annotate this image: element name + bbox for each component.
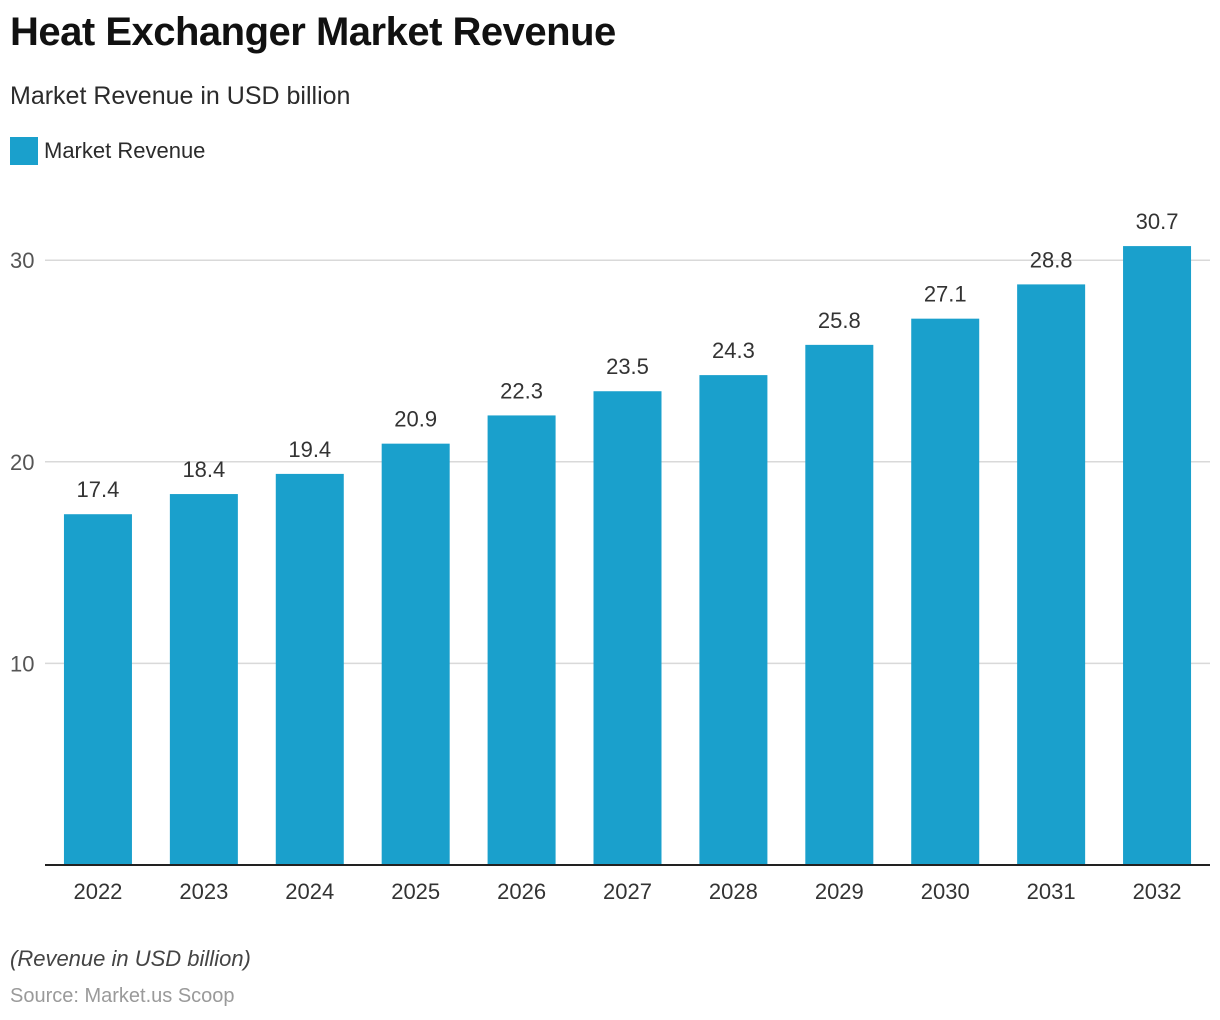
bar-2027: [593, 391, 662, 865]
bar-2026: [487, 415, 556, 865]
legend-label: Market Revenue: [44, 138, 206, 163]
x-tick-label: 2025: [391, 879, 440, 904]
bar-2025: [381, 443, 450, 865]
x-tick-label: 2027: [603, 879, 652, 904]
data-label: 30.7: [1136, 209, 1179, 234]
bar-2022: [63, 514, 132, 865]
x-tick-label: 2028: [709, 879, 758, 904]
data-label: 20.9: [394, 407, 437, 432]
data-labels: 17.4 18.4 19.4 20.9 22.3 23.5 24.3 25.8 27.1 28.8…: [77, 209, 1179, 502]
y-tick-label: 20: [10, 450, 34, 475]
bar-2030: [911, 318, 980, 865]
x-tick-label: 2032: [1133, 879, 1182, 904]
x-tick-label: 2030: [921, 879, 970, 904]
legend: Market Revenue: [10, 137, 205, 165]
x-tick-label: 2026: [497, 879, 546, 904]
bar-2024: [275, 473, 344, 865]
source-credit: Source: Market.us Scoop: [10, 985, 235, 1007]
data-label: 24.3: [712, 338, 755, 363]
x-tick-label: 2024: [285, 879, 334, 904]
chart-subtitle: Market Revenue in USD billion: [10, 82, 351, 110]
chart-title: Heat Exchanger Market Revenue: [10, 10, 616, 54]
y-tick-label: 30: [10, 248, 34, 273]
x-tick-label: 2023: [179, 879, 228, 904]
data-label: 28.8: [1030, 247, 1073, 272]
x-tick-label: 2022: [73, 879, 122, 904]
y-tick-label: 10: [10, 651, 34, 676]
data-label: 27.1: [924, 282, 967, 307]
data-label: 17.4: [77, 477, 120, 502]
bar-2031: [1017, 284, 1086, 866]
bar-2029: [805, 344, 874, 865]
data-label: 25.8: [818, 308, 861, 333]
bars: [63, 246, 1192, 866]
x-tick-label: 2029: [815, 879, 864, 904]
bar-2023: [169, 494, 238, 865]
bar-2032: [1123, 246, 1192, 865]
data-label: 22.3: [500, 378, 543, 403]
data-label: 23.5: [606, 354, 649, 379]
legend-swatch: [10, 137, 38, 165]
x-tick-label: 2031: [1027, 879, 1076, 904]
data-label: 18.4: [182, 457, 225, 482]
data-label: 19.4: [288, 437, 331, 462]
bar-2028: [699, 375, 768, 865]
footnote: (Revenue in USD billion): [10, 946, 251, 971]
